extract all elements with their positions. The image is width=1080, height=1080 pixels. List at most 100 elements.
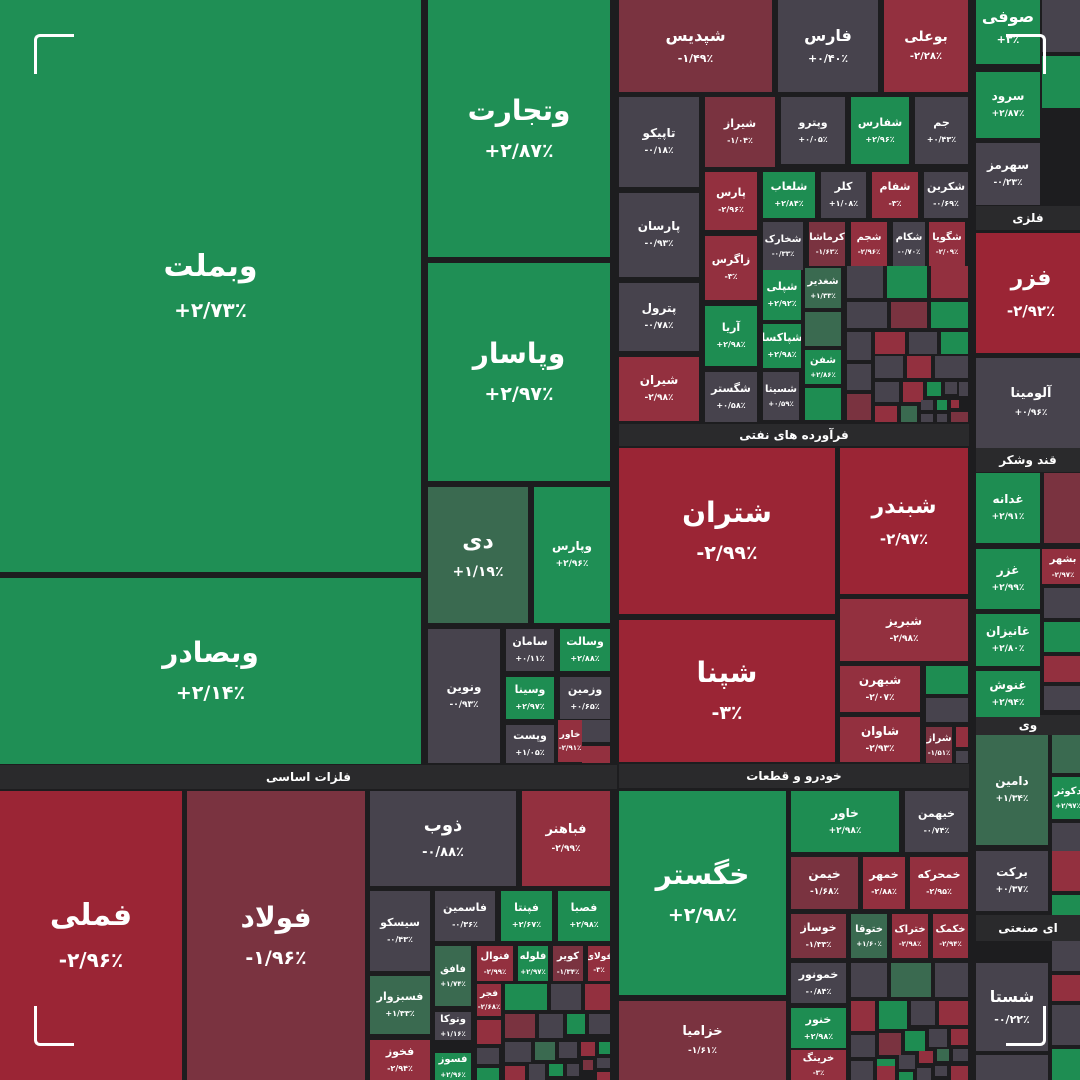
stock-tile[interactable]: فاسمین -۰/۳۶٪ (435, 891, 495, 941)
stock-tile[interactable]: شاوان -۲/۹۳٪ (840, 717, 920, 762)
stock-tile[interactable]: شپلی +۲/۹۲٪ (763, 270, 801, 320)
stock-tile-small[interactable] (1052, 735, 1080, 773)
stock-tile[interactable]: فافق +۱/۷۴٪ (435, 946, 471, 1006)
stock-tile[interactable]: شفن +۲/۸۶٪ (805, 350, 841, 384)
stock-tile-small[interactable] (847, 364, 871, 390)
stock-tile-small[interactable] (529, 1064, 545, 1080)
stock-tile-small[interactable] (1044, 622, 1080, 652)
stock-tile[interactable]: بشهر -۲/۹۷٪ (1042, 549, 1080, 584)
stock-tile[interactable]: خرینگ -۳٪ (791, 1050, 846, 1080)
stock-tile-small[interactable] (851, 1001, 875, 1031)
stock-tile-small[interactable] (1042, 56, 1080, 108)
stock-tile-small[interactable] (505, 1066, 525, 1080)
stock-tile[interactable]: سرود +۲/۸۷٪ (976, 72, 1040, 138)
stock-tile-small[interactable] (1042, 0, 1080, 52)
stock-tile[interactable]: آریا +۲/۹۸٪ (705, 306, 757, 366)
stock-tile-small[interactable] (1052, 823, 1080, 851)
stock-tile-small[interactable] (847, 302, 887, 328)
stock-tile[interactable]: شگستر +۰/۵۸٪ (705, 372, 757, 422)
stock-tile[interactable]: وسالت +۲/۸۸٪ (560, 629, 610, 671)
stock-tile-small[interactable] (1052, 895, 1080, 915)
stock-tile[interactable]: شفام -۳٪ (872, 172, 918, 218)
stock-tile-small[interactable] (931, 302, 968, 328)
stock-tile-small[interactable] (951, 412, 968, 422)
stock-tile[interactable]: فخوز -۲/۹۴٪ (370, 1040, 430, 1080)
stock-tile-small[interactable] (921, 400, 933, 410)
stock-tile[interactable]: فسبزوار +۱/۳۳٪ (370, 976, 430, 1034)
stock-tile[interactable]: خوساز -۱/۳۳٪ (791, 914, 846, 958)
stock-tile[interactable]: شپنا -۳٪ (619, 620, 835, 762)
sector-header[interactable]: قند وشکر (976, 448, 1080, 472)
stock-tile[interactable]: فپنتا +۲/۶۷٪ (501, 891, 552, 941)
stock-tile-small[interactable] (851, 963, 887, 997)
stock-tile-small[interactable] (931, 266, 968, 298)
stock-tile-small[interactable] (1044, 473, 1080, 543)
stock-tile[interactable]: شیران -۲/۹۸٪ (619, 357, 699, 421)
stock-tile-small[interactable] (951, 400, 959, 408)
stock-tile[interactable]: خاور -۲/۹۱٪ (558, 720, 582, 762)
stock-tile-small[interactable] (1052, 851, 1080, 891)
stock-tile-small[interactable] (879, 1033, 901, 1055)
stock-tile-small[interactable] (589, 1014, 610, 1034)
stock-tile-small[interactable] (1052, 1005, 1080, 1045)
stock-tile-small[interactable] (567, 1064, 579, 1076)
stock-tile-small[interactable] (1052, 1049, 1080, 1080)
stock-tile-small[interactable] (945, 382, 957, 394)
stock-tile[interactable]: وپترو +۰/۰۵٪ (781, 97, 845, 164)
stock-tile-small[interactable] (875, 332, 905, 354)
stock-tile[interactable]: فارس +۰/۴۰٪ (778, 0, 878, 92)
stock-tile[interactable]: شیراز -۱/۰۴٪ (705, 97, 775, 167)
stock-tile-small[interactable] (847, 266, 883, 298)
stock-tile-small[interactable] (903, 382, 923, 402)
stock-tile[interactable]: وبملت +۲/۷۳٪ (0, 0, 421, 572)
stock-tile[interactable]: شراز -۱/۵۱٪ (926, 727, 952, 763)
stock-tile-small[interactable] (505, 1042, 531, 1062)
stock-tile[interactable]: دی +۱/۱۹٪ (428, 487, 528, 623)
stock-tile[interactable]: وپاسار +۲/۹۷٪ (428, 263, 610, 481)
stock-tile-small[interactable] (1044, 686, 1080, 710)
stock-tile-small[interactable] (956, 727, 968, 747)
stock-tile[interactable]: تاپیکو -۰/۱۸٪ (619, 97, 699, 187)
stock-tile[interactable]: فصبا +۲/۹۸٪ (558, 891, 610, 941)
stock-tile[interactable]: پترول -۰/۷۸٪ (619, 283, 699, 351)
stock-tile-small[interactable] (559, 1042, 577, 1058)
stock-tile[interactable]: پارسان -۰/۹۳٪ (619, 193, 699, 277)
stock-tile[interactable]: زاگرس -۳٪ (705, 236, 757, 300)
stock-tile-small[interactable] (941, 332, 968, 354)
stock-tile-small[interactable] (901, 406, 917, 422)
stock-tile-small[interactable] (582, 746, 610, 763)
stock-tile[interactable]: فجر -۲/۶۸٪ (477, 984, 501, 1016)
stock-tile-small[interactable] (953, 1049, 968, 1061)
stock-tile-small[interactable] (805, 312, 841, 346)
stock-tile[interactable]: وتجارت +۲/۸۷٪ (428, 0, 610, 257)
stock-tile-small[interactable] (877, 1066, 895, 1080)
stock-tile-small[interactable] (1052, 941, 1080, 971)
stock-tile[interactable]: وبصادر +۲/۱۴٪ (0, 578, 421, 764)
stock-tile-small[interactable] (1044, 656, 1080, 682)
stock-tile-small[interactable] (921, 414, 933, 422)
stock-tile-small[interactable] (851, 1061, 873, 1080)
stock-tile[interactable]: فلوله +۲/۹۷٪ (518, 946, 548, 981)
stock-tile-small[interactable] (879, 1001, 907, 1029)
stock-tile[interactable]: خیهمن -۰/۷۴٪ (905, 791, 968, 852)
stock-tile-small[interactable] (875, 406, 897, 422)
stock-tile[interactable]: شگویا -۲/۰۹٪ (929, 222, 965, 266)
stock-tile[interactable]: شپدیس -۱/۴۹٪ (619, 0, 772, 92)
stock-tile[interactable]: شفارس +۲/۹۶٪ (851, 97, 909, 164)
stock-tile[interactable]: ونوین -۰/۹۳٪ (428, 629, 500, 763)
stock-tile-small[interactable] (477, 1020, 501, 1044)
stock-tile[interactable]: کرماشا -۱/۶۳٪ (809, 222, 845, 266)
stock-tile-small[interactable] (477, 1068, 499, 1080)
stock-tile[interactable]: شکربن -۰/۶۹٪ (924, 172, 968, 218)
stock-tile[interactable]: خکمک -۲/۹۴٪ (933, 914, 968, 958)
stock-tile[interactable]: سیسکو -۰/۴۳٪ (370, 891, 430, 971)
stock-tile-small[interactable] (926, 698, 968, 722)
stock-tile-small[interactable] (929, 1029, 947, 1047)
stock-tile[interactable]: وسینا +۲/۹۷٪ (506, 677, 554, 719)
stock-tile[interactable]: شخارک -۰/۳۳٪ (763, 222, 803, 270)
stock-tile-small[interactable] (951, 1029, 968, 1045)
stock-tile-small[interactable] (927, 382, 941, 396)
stock-tile[interactable]: فملی -۲/۹۶٪ (0, 791, 182, 1080)
stock-tile-small[interactable] (959, 382, 968, 396)
stock-tile-small[interactable] (917, 1068, 931, 1080)
